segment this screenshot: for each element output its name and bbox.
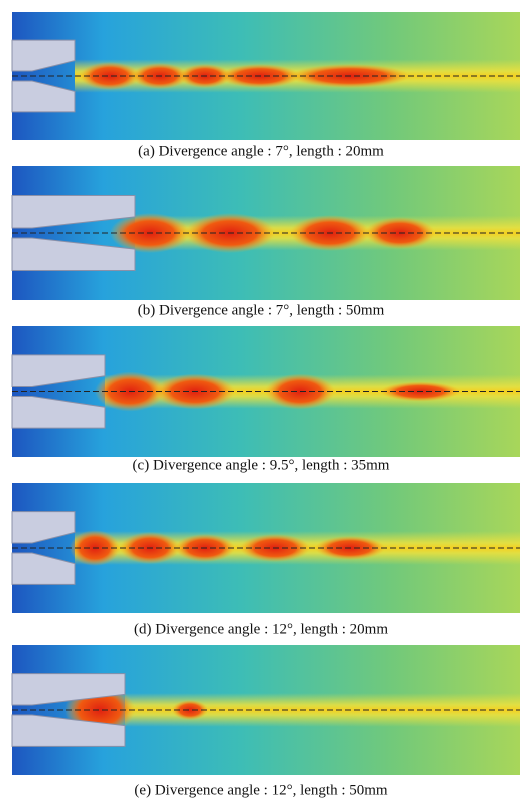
panel-caption: (d) Divergence angle : 12°, length : 20m… xyxy=(134,621,388,637)
panel-caption: (c) Divergence angle : 9.5°, length : 35… xyxy=(133,457,390,473)
panel-caption: (e) Divergence angle : 12°, length : 50m… xyxy=(134,782,387,798)
panel-caption: (b) Divergence angle : 7°, length : 50mm xyxy=(138,302,385,318)
figure: (a) Divergence angle : 7°, length : 20mm… xyxy=(0,0,522,803)
panel-caption: (a) Divergence angle : 7°, length : 20mm xyxy=(138,143,384,159)
